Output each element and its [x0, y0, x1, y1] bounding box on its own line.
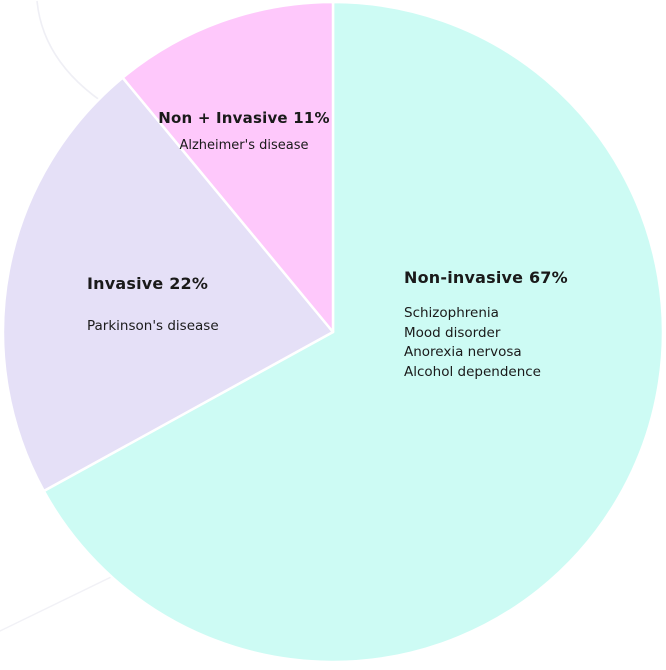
slice-title-non-invasive: Non-invasive 67% [404, 268, 568, 287]
slice-title-non-plus-invasive: Non + Invasive 11% [158, 109, 330, 127]
slice-items-non-invasive: Schizophrenia Mood disorder Anorexia ner… [404, 304, 568, 382]
slice-label-non-invasive: Non-invasive 67% Schizophrenia Mood diso… [404, 268, 568, 382]
pie-slice-invasive [1, 76, 335, 493]
slice-items-invasive: Parkinson's disease [87, 317, 219, 337]
slice-item-alcohol-dependence: Alcohol dependence [404, 363, 541, 380]
slice-label-non-plus-invasive: Non + Invasive 11% Alzheimer's disease [158, 109, 329, 155]
slice-item-parkinsons: Parkinson's disease [87, 318, 219, 334]
slice-item-alzheimers: Alzheimer's disease [179, 138, 309, 153]
pie-slice-non-plus-invasive [121, 0, 335, 334]
pie-slice-non-invasive [42, 0, 665, 664]
slice-item-anorexia-nervosa: Anorexia nervosa [404, 344, 522, 360]
slice-title-invasive: Invasive 22% [87, 274, 209, 293]
slice-item-schizophrenia: Schizophrenia [404, 305, 499, 321]
slice-item-mood-disorder: Mood disorder [404, 324, 501, 341]
slice-items-non-plus-invasive: Alzheimer's disease [158, 137, 329, 155]
slice-label-invasive: Invasive 22% Parkinson's disease [87, 274, 219, 337]
